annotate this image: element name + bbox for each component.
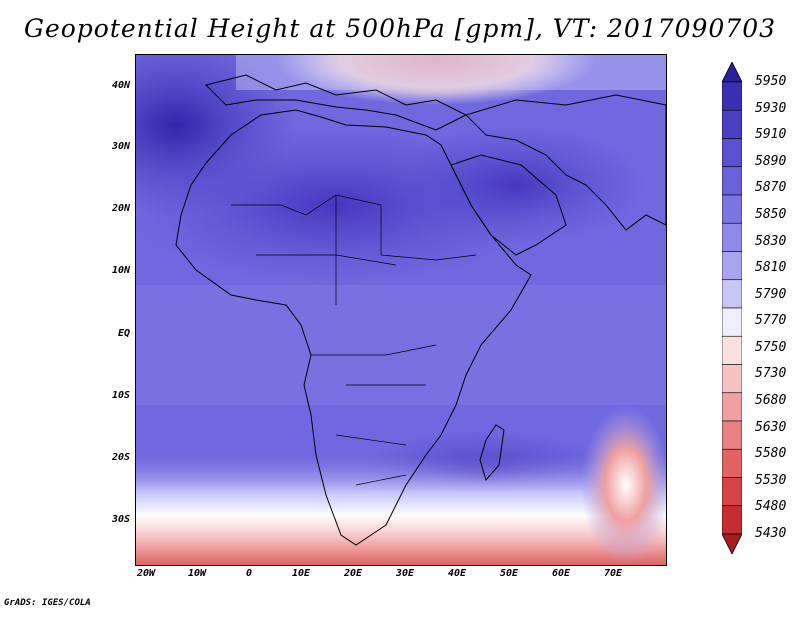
africa-coastline — [175, 109, 532, 546]
colorbar-swatch — [722, 505, 742, 535]
madagascar-outline — [479, 424, 505, 482]
colorbar-swatch — [722, 279, 742, 309]
colorbar-label: 5950 — [755, 74, 787, 89]
lat-label-eq: EQ — [117, 328, 130, 339]
lat-label-20n: 20N — [111, 203, 130, 214]
lon-label-30e: 30E — [395, 568, 415, 579]
colorbar-swatch — [722, 81, 742, 111]
colorbar-swatch — [722, 166, 742, 196]
footer-credit: GrADS: IGES/COLA — [4, 598, 91, 608]
map-canvas — [136, 55, 666, 565]
lon-label-40e: 40E — [447, 568, 467, 579]
lon-label-50e: 50E — [499, 568, 519, 579]
colorbar-swatch — [722, 222, 742, 252]
south-band — [136, 455, 666, 565]
colorbar-swatch — [722, 392, 742, 422]
high-arabia — [386, 125, 646, 245]
map-title: Geopotential Height at 500hPa [gpm], VT:… — [23, 14, 777, 43]
map-panel — [135, 54, 667, 566]
colorbar-label: 5810 — [755, 260, 787, 276]
colorbar-swatch — [722, 138, 742, 168]
colorbar-label: 5630 — [755, 419, 787, 435]
colorbar-bottom-arrow — [722, 533, 742, 554]
colorbar-label: 5870 — [755, 180, 787, 196]
lon-label-70e: 70E — [603, 568, 623, 579]
colorbar-swatch — [722, 194, 742, 224]
colorbar-swatch — [722, 364, 742, 394]
colorbar-label: 5680 — [755, 393, 787, 409]
colorbar-swatch — [722, 307, 742, 337]
colorbar-label: 5730 — [755, 366, 787, 382]
colorbar-label: 5480 — [755, 499, 787, 515]
colorbar-boxes — [722, 62, 742, 554]
colorbar-swatch — [722, 477, 742, 507]
colorbar-label: 5890 — [755, 153, 787, 169]
colorbar-swatch — [722, 335, 742, 365]
colorbar-swatch — [722, 109, 742, 139]
colorbar-label: 5750 — [755, 339, 787, 355]
colorbar-label: 5850 — [755, 206, 787, 222]
lat-label-10n: 10N — [111, 265, 130, 276]
colorbar-label: 5830 — [755, 233, 787, 249]
colorbar-swatch — [722, 448, 742, 478]
colorbar-swatch — [722, 420, 742, 450]
colorbar-top-arrow — [722, 62, 742, 83]
lon-label-10e: 10E — [291, 568, 311, 579]
colorbar-label: 5910 — [755, 127, 787, 143]
colorbar-label: 5770 — [755, 313, 787, 329]
lat-label-30s: 30S — [111, 514, 130, 525]
lat-label-40n: 40N — [111, 80, 130, 91]
lon-label-60e: 60E — [551, 568, 571, 579]
lon-label-20w: 20W — [136, 568, 156, 579]
colorbar-label: 5430 — [755, 526, 787, 541]
lat-label-30n: 30N — [111, 141, 130, 152]
lat-label-20s: 20S — [111, 452, 130, 463]
east-low-tongue — [581, 405, 666, 565]
lat-label-10s: 10S — [111, 390, 130, 401]
arabia-outline — [450, 154, 567, 256]
colorbar-swatch — [722, 251, 742, 281]
lon-label-20e: 20E — [343, 568, 363, 579]
equatorial-band — [136, 285, 666, 405]
colorbar-label: 5530 — [755, 472, 787, 488]
colorbar-label: 5930 — [755, 100, 787, 116]
lon-label-10w: 10W — [187, 568, 207, 579]
country-borders — [231, 194, 477, 486]
colorbar-label: 5790 — [755, 286, 787, 302]
colorbar-label: 5580 — [755, 446, 787, 462]
asia-outline — [465, 94, 666, 231]
lon-label-0: 0 — [245, 568, 253, 579]
colorbar — [722, 62, 742, 554]
